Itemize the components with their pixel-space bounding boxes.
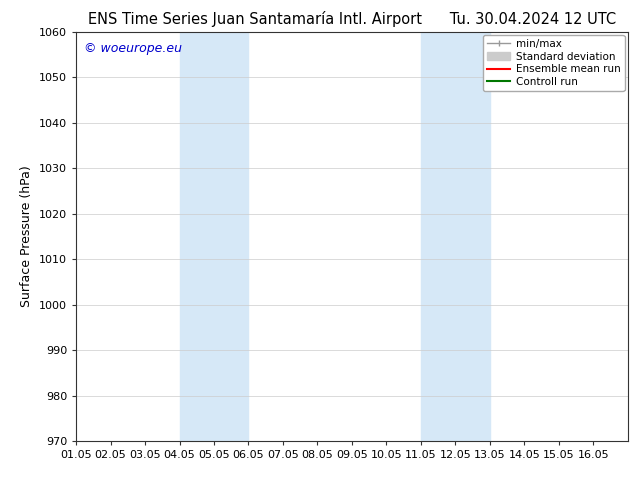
Text: © woeurope.eu: © woeurope.eu	[84, 42, 183, 55]
Y-axis label: Surface Pressure (hPa): Surface Pressure (hPa)	[20, 166, 34, 307]
Bar	[179, 32, 249, 441]
Title: ENS Time Series Juan Santamaría Intl. Airport      Tu. 30.04.2024 12 UTC: ENS Time Series Juan Santamaría Intl. Ai…	[87, 10, 616, 26]
Bar	[421, 32, 489, 441]
Legend: min/max, Standard deviation, Ensemble mean run, Controll run: min/max, Standard deviation, Ensemble me…	[483, 35, 624, 91]
